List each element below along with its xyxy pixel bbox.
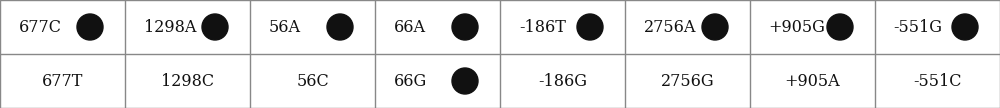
Text: +905A: +905A <box>785 72 840 90</box>
Text: 56C: 56C <box>296 72 329 90</box>
Circle shape <box>827 14 853 40</box>
Text: -186T: -186T <box>519 18 566 36</box>
Text: -186G: -186G <box>538 72 587 90</box>
Circle shape <box>702 14 728 40</box>
Text: 1298C: 1298C <box>161 72 214 90</box>
Circle shape <box>577 14 603 40</box>
Circle shape <box>952 14 978 40</box>
Text: 2756G: 2756G <box>661 72 714 90</box>
Text: 677T: 677T <box>42 72 83 90</box>
Text: 1298A: 1298A <box>144 18 196 36</box>
Text: +905G: +905G <box>769 18 826 36</box>
Text: 66G: 66G <box>394 72 427 90</box>
Text: 2756A: 2756A <box>644 18 696 36</box>
Text: 56A: 56A <box>269 18 301 36</box>
Text: -551C: -551C <box>913 72 962 90</box>
Circle shape <box>202 14 228 40</box>
Circle shape <box>452 14 478 40</box>
Text: 677C: 677C <box>19 18 62 36</box>
Text: -551G: -551G <box>894 18 943 36</box>
Text: 66A: 66A <box>394 18 426 36</box>
Circle shape <box>452 68 478 94</box>
Circle shape <box>77 14 103 40</box>
Circle shape <box>327 14 353 40</box>
